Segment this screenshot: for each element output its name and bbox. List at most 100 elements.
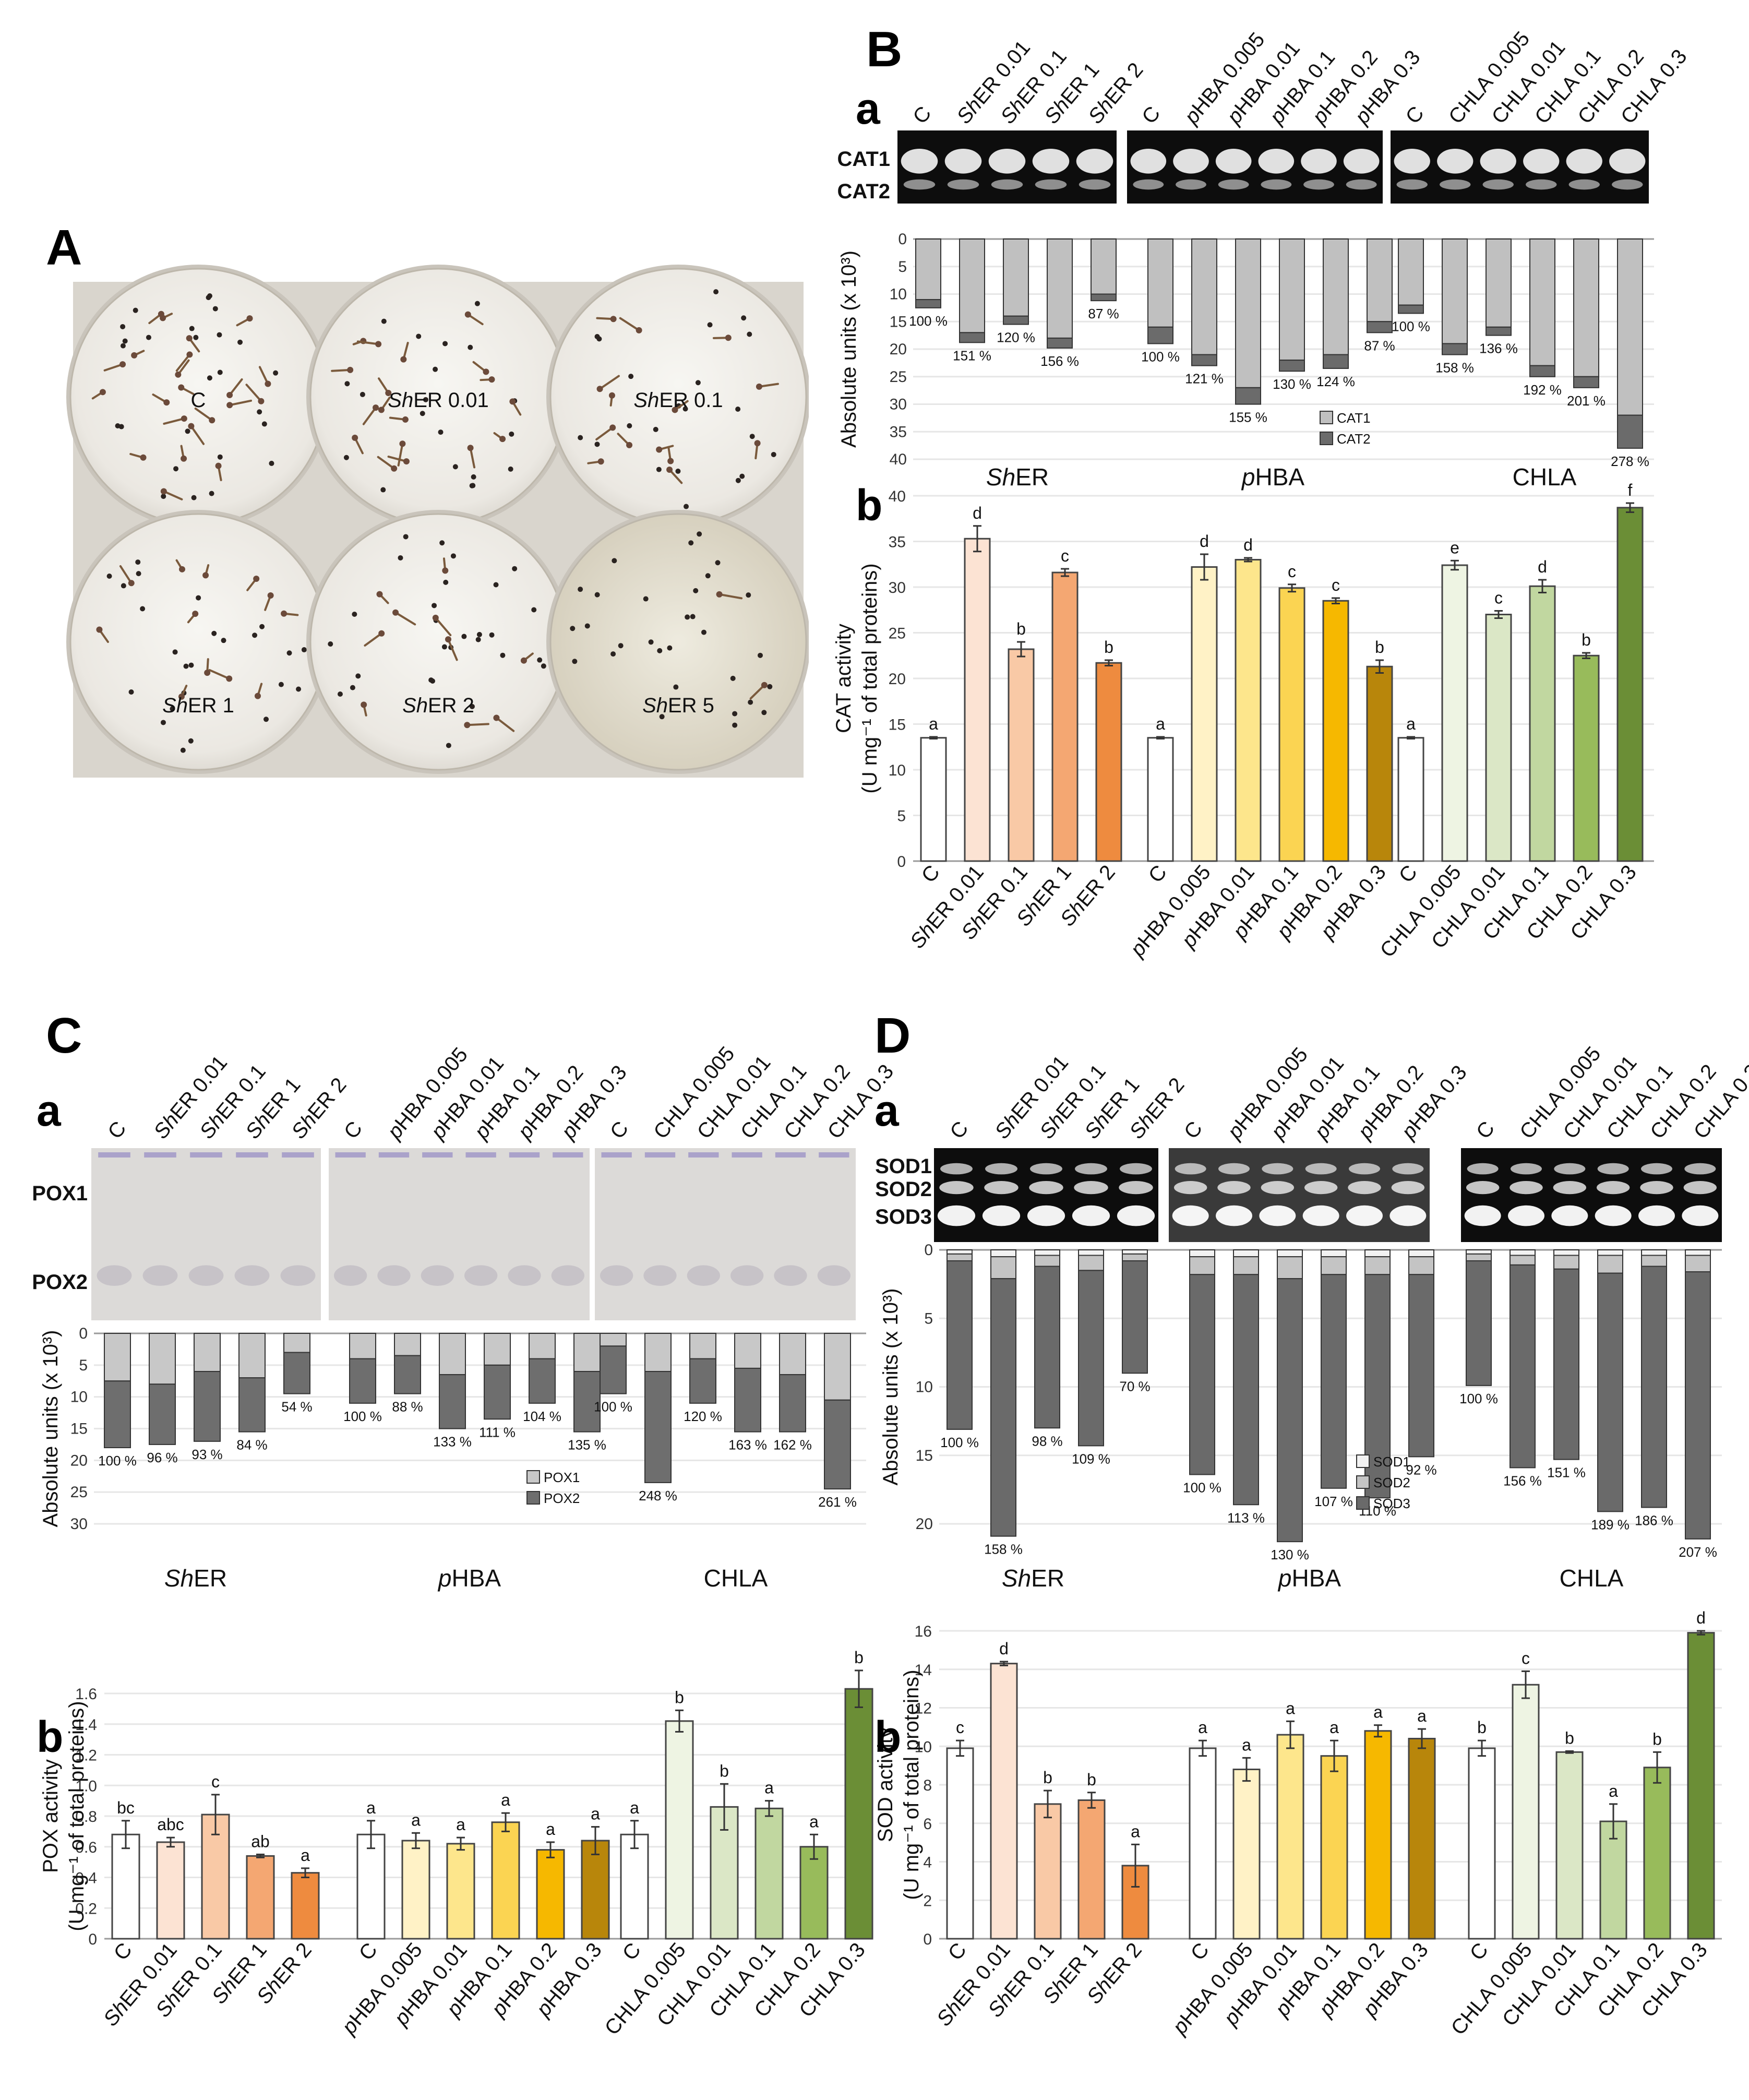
seed — [183, 663, 189, 669]
seed — [730, 675, 736, 681]
panel-b: B a b — [814, 0, 1749, 971]
seedling-seed — [442, 567, 449, 574]
seed — [428, 677, 434, 683]
seed — [278, 682, 284, 687]
seed — [450, 553, 456, 559]
seedling-seed — [609, 424, 616, 431]
seed — [746, 592, 751, 598]
seed — [328, 641, 333, 647]
seed — [509, 431, 514, 437]
seedling-seed — [175, 371, 182, 378]
seed — [189, 326, 195, 331]
seed — [273, 370, 279, 376]
seed — [653, 426, 658, 432]
seed — [594, 442, 600, 447]
seed — [438, 429, 444, 435]
seedling — [758, 383, 779, 388]
seed — [474, 301, 480, 306]
petri-dish: ShER 0.1 — [546, 265, 809, 529]
seed — [469, 703, 475, 709]
seedling-seed — [131, 352, 138, 359]
seedling-seed — [445, 636, 451, 643]
seed — [337, 691, 343, 697]
seed — [161, 494, 166, 499]
seedling-seed — [672, 407, 678, 413]
seed — [237, 339, 243, 345]
panel-c: C a b — [0, 992, 874, 2100]
seedling-seed — [254, 693, 261, 699]
seed — [735, 478, 741, 483]
seedling — [718, 593, 743, 600]
petri-dish: C — [66, 265, 330, 529]
seed — [537, 657, 543, 663]
seedling — [163, 417, 185, 425]
seed — [594, 333, 600, 339]
panel-letter-d: D — [874, 1008, 911, 1064]
seed — [118, 424, 124, 429]
seedling-seed — [352, 434, 358, 441]
seed — [594, 592, 600, 598]
seedling-seed — [163, 399, 170, 406]
seedling — [362, 407, 377, 425]
seed — [675, 468, 681, 474]
seedling-seed — [400, 356, 407, 363]
seedling-seed — [378, 630, 385, 637]
seed — [761, 710, 767, 715]
seed — [690, 614, 696, 619]
seedling-seed — [385, 390, 392, 397]
seedling-seed — [202, 572, 209, 579]
seed — [684, 504, 689, 509]
seedling-seed — [119, 361, 126, 368]
panel-a: A C ShER 0.01 ShER 0.1 ShER 1 ShER 2 ShER 5 — [0, 0, 814, 783]
seed — [420, 411, 425, 416]
seed — [170, 706, 175, 712]
seed — [627, 423, 632, 428]
seed — [269, 460, 274, 466]
panel-d: D a b — [874, 992, 1749, 2100]
seed — [685, 614, 690, 620]
seedling-seed — [181, 455, 187, 462]
seedling-seed — [520, 657, 527, 664]
seedling-seed — [246, 315, 253, 322]
seed — [207, 375, 212, 381]
sub-letter-d-a: a — [874, 1086, 899, 1135]
seed — [416, 333, 422, 339]
seed — [584, 623, 590, 629]
seed — [749, 434, 755, 439]
seed — [261, 421, 267, 427]
plate-label: ShER 0.1 — [633, 389, 723, 412]
seed — [471, 474, 476, 480]
seed — [489, 632, 495, 638]
seed — [657, 648, 663, 653]
seedling — [229, 399, 253, 407]
seed — [705, 573, 711, 579]
seedling-seed — [178, 693, 185, 700]
seed — [259, 624, 265, 629]
seed — [659, 714, 665, 720]
seed — [403, 534, 409, 540]
seedling-seed — [215, 462, 222, 469]
seed — [693, 588, 699, 593]
seedling-seed — [432, 614, 439, 621]
seedling-seed — [158, 311, 164, 317]
seedling-seed — [597, 458, 604, 465]
petri-dish-plate — [549, 513, 807, 771]
seed — [136, 571, 141, 577]
seedling-seed — [464, 722, 471, 729]
seed — [133, 307, 138, 313]
seedling — [397, 443, 404, 467]
seed — [739, 473, 745, 479]
seed — [628, 374, 634, 379]
seed — [193, 335, 199, 340]
seedling-seed — [636, 327, 642, 333]
panel-letter-b: B — [866, 21, 903, 77]
seed — [423, 397, 428, 402]
seed — [433, 366, 438, 372]
seed — [128, 689, 134, 695]
panel-letter-c: C — [46, 1008, 82, 1064]
seedling-seed — [403, 458, 410, 465]
seed — [610, 651, 616, 657]
seed — [667, 645, 673, 651]
seedling-seed — [608, 392, 615, 399]
petri-dish: ShER 5 — [546, 510, 809, 774]
